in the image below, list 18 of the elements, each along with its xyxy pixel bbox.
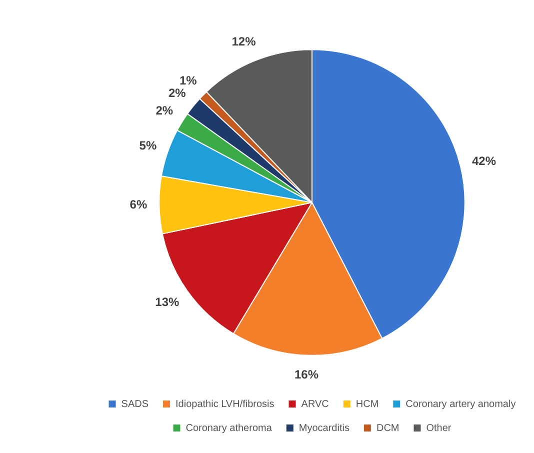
data-label: 2% [156, 104, 174, 118]
legend-label: Other [426, 422, 452, 434]
data-label: 6% [130, 198, 148, 212]
data-label: 42% [472, 154, 496, 168]
data-label: 13% [155, 295, 180, 310]
legend-label: DCM [376, 422, 400, 434]
legend-label: HCM [356, 398, 379, 410]
data-label: 5% [139, 138, 157, 152]
legend-label: Coronary atheroma [186, 422, 272, 434]
data-label: 2% [168, 86, 186, 100]
legend-label: Coronary artery anomaly [406, 398, 516, 410]
legend-label: Idiopathic LVH/fibrosis [176, 398, 274, 410]
legend-label: SADS [121, 398, 149, 410]
data-label: 16% [294, 368, 319, 382]
legend-label: Myocarditis [298, 422, 350, 434]
data-label: 12% [232, 34, 256, 48]
legend-label: ARVC [301, 398, 329, 410]
data-label: 1% [179, 74, 198, 88]
